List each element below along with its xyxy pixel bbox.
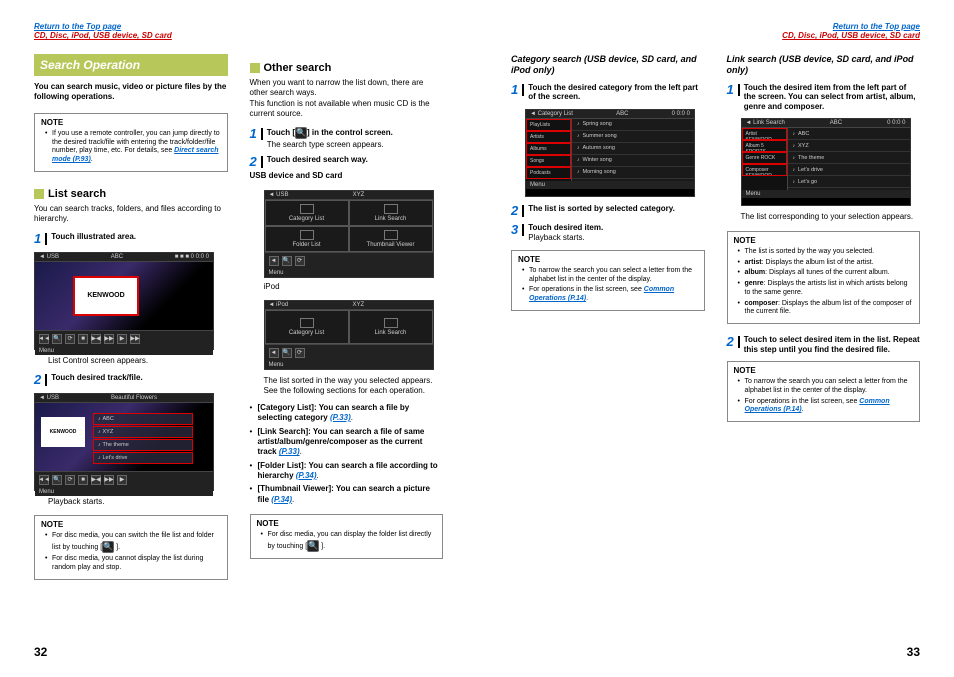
top-page-link[interactable]: Return to the Top page bbox=[34, 22, 121, 31]
note-item: For disc media, you can display the fold… bbox=[261, 531, 437, 552]
list-search-intro: You can search tracks, folders, and file… bbox=[34, 204, 228, 225]
note-item: The list is sorted by the way you select… bbox=[738, 248, 914, 257]
search-option[interactable]: Category List bbox=[265, 310, 349, 344]
list-item: ABC bbox=[93, 413, 193, 425]
screenshot-usb-search: ◄ USBXYZ Category List Link Search Folde… bbox=[264, 190, 434, 278]
page-link[interactable]: (P.33) bbox=[330, 413, 351, 422]
note-box: NOTE If you use a remote controller, you… bbox=[34, 113, 228, 172]
list-item: The theme bbox=[93, 439, 193, 451]
link-right-list[interactable]: ABC XYZ The theme Let's drive Let's go bbox=[788, 128, 910, 190]
note-box: NOTE For disc media, you can switch the … bbox=[34, 515, 228, 579]
note-item: album: Displays all tunes of the current… bbox=[738, 269, 914, 278]
step-1: 1Touch illustrated area. bbox=[34, 232, 228, 245]
screenshot-link-search: ◄ Link SearchABC0 0:0 0 Artist KENWOOD A… bbox=[741, 118, 911, 206]
step-2: 2Touch to select desired item in the lis… bbox=[727, 335, 921, 354]
page-32: Return to the Top page CD, Disc, iPod, U… bbox=[0, 0, 477, 677]
step-1: 1Touch the desired item from the left pa… bbox=[727, 83, 921, 112]
page-link[interactable]: (P.33) bbox=[279, 447, 300, 456]
link-left-list[interactable]: Artist KENWOOD Album 5 SPORTS Genre ROCK… bbox=[742, 128, 788, 190]
note-item: To narrow the search you can select a le… bbox=[738, 378, 914, 396]
column-4: Link search (USB device, SD card, and iP… bbox=[727, 54, 921, 634]
page-link[interactable]: (P.34) bbox=[271, 495, 292, 504]
step1-result: List Control screen appears. bbox=[48, 356, 228, 366]
search-icon: 🔍 bbox=[102, 541, 114, 553]
note-item: To narrow the search you can select a le… bbox=[522, 267, 698, 285]
category-search-heading: Category search (USB device, SD card, an… bbox=[511, 54, 705, 76]
subsection-list-search: List search bbox=[34, 188, 228, 200]
subsection-other-search: Other search bbox=[250, 62, 444, 74]
page-link[interactable]: (P.34) bbox=[296, 471, 317, 480]
step-1: 1Touch [🔍] in the control screen.The sea… bbox=[250, 127, 444, 150]
step-2: 2The list is sorted by selected category… bbox=[511, 204, 705, 217]
note-item: For operations in the list screen, see C… bbox=[522, 286, 698, 304]
search-option[interactable]: Folder List bbox=[265, 226, 349, 252]
search-option[interactable]: Thumbnail Viewer bbox=[349, 226, 433, 252]
top-page-link[interactable]: Return to the Top page bbox=[833, 22, 920, 31]
ipod-label: iPod bbox=[264, 282, 444, 292]
breadcrumb[interactable]: CD, Disc, iPod, USB device, SD card bbox=[782, 31, 920, 40]
category-left-list[interactable]: PlayLists Artists Albums Songs Podcasts bbox=[526, 119, 572, 181]
category-right-list[interactable]: Spring song Summer song Autumn song Wint… bbox=[572, 119, 694, 181]
intro-text: You can search music, video or picture f… bbox=[34, 82, 228, 103]
search-icon: 🔍 bbox=[307, 540, 319, 552]
note-item: genre: Displays the artists list in whic… bbox=[738, 280, 914, 298]
link-search-heading: Link search (USB device, SD card, and iP… bbox=[727, 54, 921, 76]
file-list[interactable]: ABC XYZ The theme Let's drive bbox=[93, 413, 193, 465]
note-box: NOTE To narrow the search you can select… bbox=[511, 250, 705, 311]
step2-result: Playback starts. bbox=[48, 497, 228, 507]
page-33: Return to the Top page CD, Disc, iPod, U… bbox=[477, 0, 954, 677]
square-icon bbox=[34, 189, 44, 199]
page-number: 32 bbox=[34, 645, 47, 659]
note-item: artist: Displays the album list of the a… bbox=[738, 259, 914, 268]
note-item: For operations in the list screen, see C… bbox=[738, 398, 914, 416]
after-ss-text: The list corresponding to your selection… bbox=[741, 212, 921, 222]
control-bar[interactable]: ◄◄🔍⟳■▶◀▶▶▶▶▶ bbox=[35, 330, 213, 347]
column-2: Other search When you want to narrow the… bbox=[250, 54, 444, 634]
screenshot-usb-list: ◄ USBBeautiful Flowers KENWOOD ABC XYZ T… bbox=[34, 393, 214, 491]
after-ss-text: The list sorted in the way you selected … bbox=[264, 376, 444, 397]
screenshot-category-list: ◄ Category ListABC0 0:0 0 PlayLists Arti… bbox=[525, 109, 695, 197]
note-box: NOTE For disc media, you can display the… bbox=[250, 514, 444, 559]
column-3: Category search (USB device, SD card, an… bbox=[511, 54, 705, 634]
highlight-outline bbox=[73, 276, 139, 316]
search-option[interactable]: Link Search bbox=[349, 310, 433, 344]
search-option[interactable]: Link Search bbox=[349, 200, 433, 226]
note-item: If you use a remote controller, you can … bbox=[45, 130, 221, 165]
step-2: 2Touch desired track/file. bbox=[34, 373, 228, 386]
step-1: 1Touch the desired category from the lef… bbox=[511, 83, 705, 102]
column-1: Search Operation You can search music, v… bbox=[34, 54, 228, 634]
section-title: Search Operation bbox=[34, 54, 228, 76]
page-number: 33 bbox=[907, 645, 920, 659]
other-intro: When you want to narrow the list down, t… bbox=[250, 78, 444, 120]
header-left: Return to the Top page CD, Disc, iPod, U… bbox=[34, 22, 443, 40]
header-right: Return to the Top page CD, Disc, iPod, U… bbox=[511, 22, 920, 40]
device-label: USB device and SD card bbox=[250, 171, 444, 181]
note-box: NOTE The list is sorted by the way you s… bbox=[727, 231, 921, 324]
search-option[interactable]: Category List bbox=[265, 200, 349, 226]
note-item: composer: Displays the album list of the… bbox=[738, 300, 914, 318]
note-heading: NOTE bbox=[41, 118, 221, 128]
step-3: 3Touch desired item.Playback starts. bbox=[511, 223, 705, 243]
screenshot-usb-home: ◄ USBABC■ ■ ■ 0 0:0 0 KENWOOD ◄◄🔍⟳■▶◀▶▶▶… bbox=[34, 252, 214, 350]
manual-spread: Return to the Top page CD, Disc, iPod, U… bbox=[0, 0, 954, 677]
step-2: 2Touch desired search way. bbox=[250, 155, 444, 168]
search-type-list: [Category List]: You can search a file b… bbox=[250, 403, 444, 509]
note-item: For disc media, you cannot display the l… bbox=[45, 555, 221, 573]
screenshot-ipod-search: ◄ iPodXYZ Category List Link Search ◄🔍⟳ … bbox=[264, 300, 434, 370]
breadcrumb[interactable]: CD, Disc, iPod, USB device, SD card bbox=[34, 31, 172, 40]
note-item: For disc media, you can switch the file … bbox=[45, 532, 221, 553]
list-item: Let's drive bbox=[93, 452, 193, 464]
search-icon: 🔍 bbox=[295, 127, 307, 139]
list-item: XYZ bbox=[93, 426, 193, 438]
note-box: NOTE To narrow the search you can select… bbox=[727, 361, 921, 422]
